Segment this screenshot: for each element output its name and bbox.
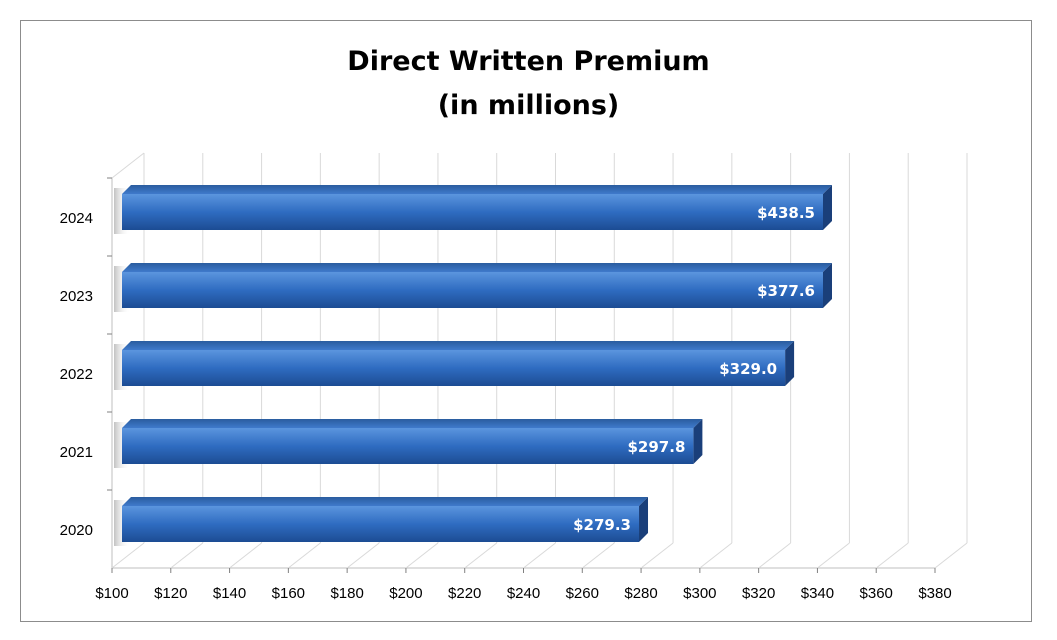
- bar-side-face: [823, 185, 832, 230]
- bar-side-face: [785, 341, 795, 386]
- x-tick-label: $160: [272, 585, 305, 602]
- y-category-label: 2022: [60, 366, 93, 383]
- bar: [122, 506, 640, 542]
- floor-gridline: [581, 542, 615, 569]
- x-tick-label: $200: [389, 585, 422, 602]
- x-tick-label: $260: [566, 585, 599, 602]
- data-label: $279.3: [573, 516, 631, 534]
- bar-top-face: [122, 263, 832, 272]
- axis-layer: $100 $120 $140 $160 $180 $200 $220 $240 $260 $280…: [60, 177, 952, 602]
- x-tick-label: $180: [330, 585, 363, 602]
- x-tick-label: $140: [213, 585, 246, 602]
- floor-gridline: [758, 542, 791, 569]
- y-category-label: 2021: [60, 444, 93, 461]
- x-tick-label: $240: [507, 585, 540, 602]
- x-tick-label: $360: [860, 585, 893, 602]
- bar-layer: [114, 185, 832, 546]
- x-tick-label: $120: [154, 585, 187, 602]
- y-category-label: 2023: [60, 288, 93, 305]
- x-tick-label: $320: [742, 585, 775, 602]
- bar-top-face: [122, 497, 649, 506]
- floor-gridline: [170, 542, 204, 569]
- bar: [122, 272, 823, 308]
- floor-gridline: [817, 542, 850, 569]
- y-category-label: 2020: [60, 522, 93, 539]
- bar-top-face: [122, 419, 703, 428]
- data-label: $297.8: [628, 438, 686, 456]
- chart-title-block: Direct Written Premium (in millions): [0, 40, 1057, 128]
- label-layer: $279.3 $297.8 $329.0 $377.6 $438.5: [573, 204, 815, 534]
- x-tick-label: $220: [448, 585, 481, 602]
- bar-side-face: [639, 497, 649, 542]
- x-tick-label: $340: [801, 585, 834, 602]
- floor-gridline: [875, 542, 909, 569]
- bar-top-face: [122, 185, 832, 194]
- bar: [122, 428, 694, 464]
- floor-gridline: [111, 542, 145, 569]
- bar-side-face: [823, 263, 832, 308]
- floor-gridline: [699, 542, 733, 569]
- floor-gridline: [405, 542, 439, 569]
- x-tick-label: $380: [918, 585, 951, 602]
- floor-gridline: [640, 542, 674, 569]
- bar: [122, 194, 823, 230]
- data-label: $329.0: [719, 360, 777, 378]
- data-label: $438.5: [757, 204, 815, 222]
- x-tick-label: $300: [683, 585, 716, 602]
- floor-gridline: [229, 542, 262, 569]
- data-label: $377.6: [757, 282, 815, 300]
- side-wall-top-edge: [111, 152, 145, 179]
- floor-gridline: [934, 542, 968, 569]
- chart-subtitle: (in millions): [437, 90, 620, 121]
- x-tick-label: $100: [95, 585, 128, 602]
- floor-gridline: [346, 542, 380, 569]
- bar-top-face: [122, 341, 795, 350]
- floor-gridline: [288, 542, 321, 569]
- floor-gridline: [523, 542, 556, 569]
- x-tick-label: $280: [624, 585, 657, 602]
- chart-title: Direct Written Premium: [347, 46, 710, 77]
- bar-side-face: [693, 419, 703, 464]
- floor-gridline: [464, 542, 498, 569]
- y-category-label: 2024: [60, 210, 93, 227]
- bar: [122, 350, 786, 386]
